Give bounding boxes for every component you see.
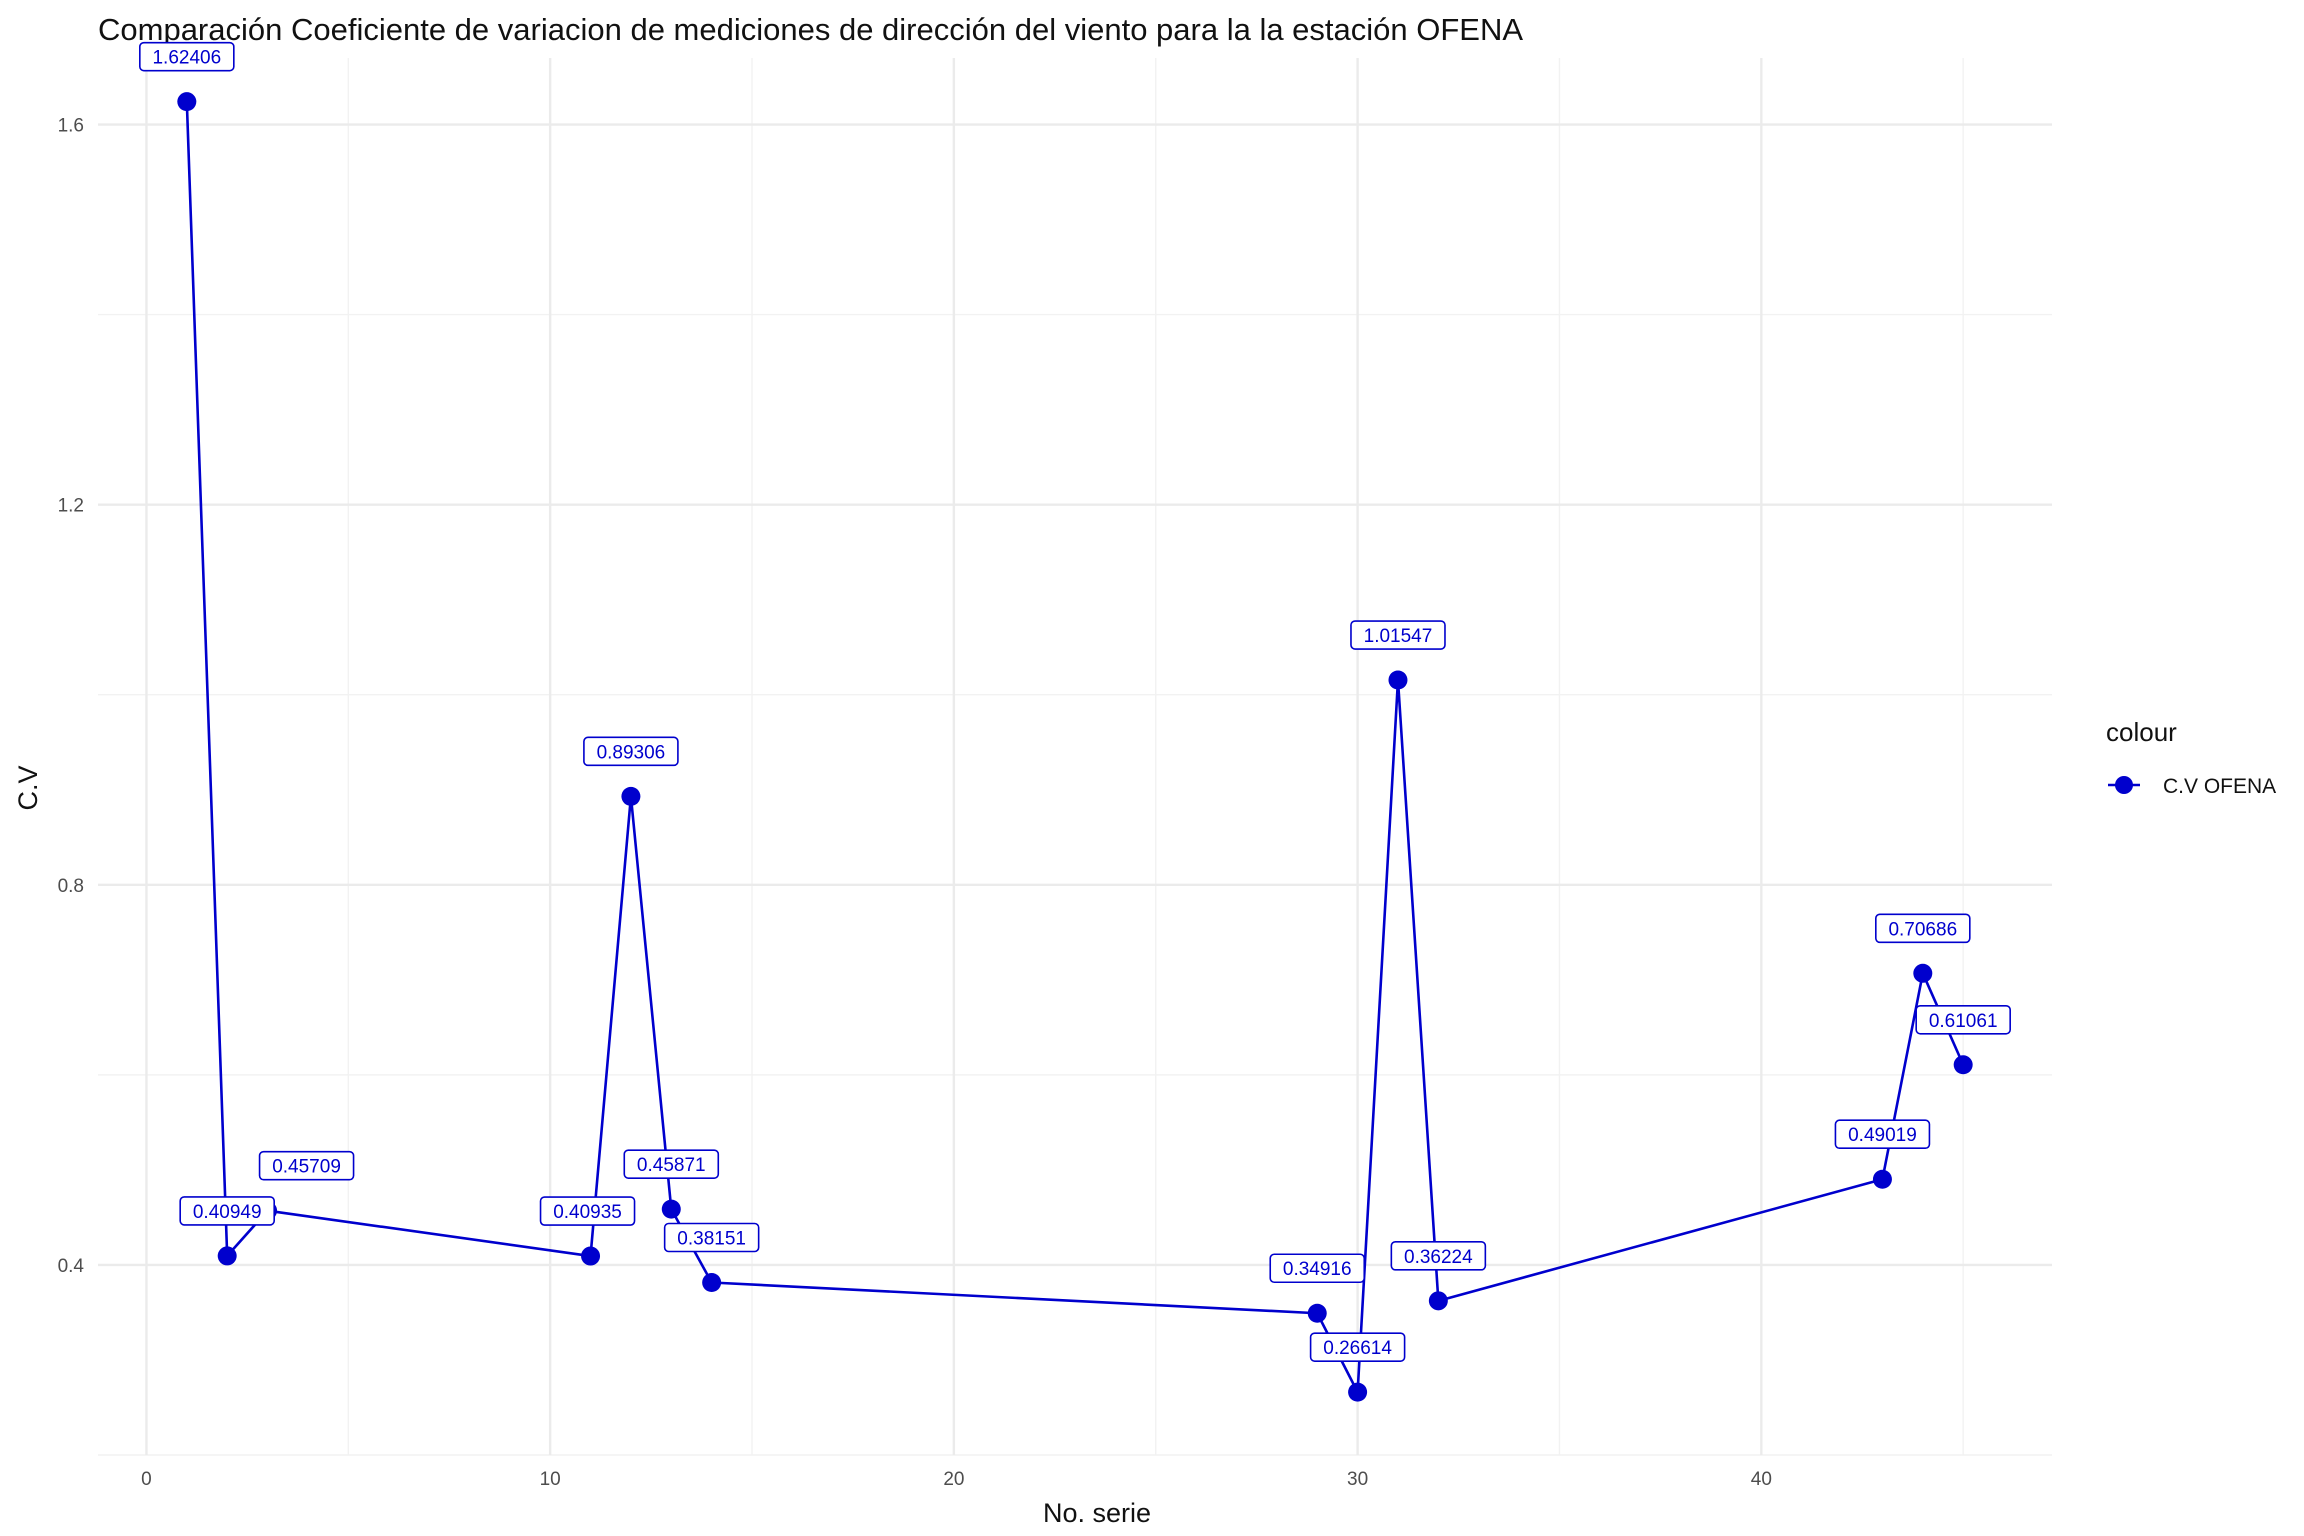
data-label-text: 0.89306 <box>597 742 666 763</box>
data-label-box <box>539 1196 636 1226</box>
data-label: 0.36224 <box>1390 1241 1487 1271</box>
data-point <box>702 1273 722 1293</box>
data-label-text: 0.70686 <box>1888 919 1957 940</box>
legend-series-label: C.V OFENA <box>2163 775 2276 798</box>
data-label-box <box>623 1149 720 1179</box>
data-label-box <box>663 1222 760 1253</box>
data-label-text: 0.34916 <box>1283 1259 1352 1280</box>
data-label-box <box>1875 913 1971 944</box>
data-point <box>581 1246 601 1266</box>
data-point <box>1307 1303 1327 1323</box>
data-label: 0.45709 <box>258 1150 355 1181</box>
x-tick-label: 20 <box>943 1469 964 1490</box>
y-tick-label: 0.8 <box>58 876 84 897</box>
data-point <box>1388 670 1408 690</box>
data-label: 0.34916 <box>1269 1253 1366 1284</box>
data-label: 0.49019 <box>1834 1119 1931 1150</box>
x-tick-label: 40 <box>1751 1469 1772 1490</box>
data-label: 0.38151 <box>663 1222 760 1253</box>
data-label-text: 0.38151 <box>677 1229 746 1250</box>
data-point <box>217 1246 237 1266</box>
data-point <box>1348 1382 1368 1402</box>
data-label: 0.89306 <box>583 736 679 767</box>
data-label: 0.70686 <box>1875 913 1971 944</box>
data-label-box <box>1350 620 1446 650</box>
data-label-text: 0.61061 <box>1929 1011 1998 1032</box>
data-point <box>1872 1169 1892 1189</box>
data-label-text: 0.40949 <box>193 1202 262 1223</box>
data-labels: 1.62406 0.40949 0.45709 0.40935 0.89306 0.458… <box>139 41 2011 1362</box>
data-label-box <box>179 1196 275 1226</box>
data-label-box <box>1915 1004 2011 1035</box>
x-tick-label: 30 <box>1347 1469 1368 1490</box>
data-label: 1.62406 <box>139 41 235 72</box>
data-label-text: 0.49019 <box>1848 1125 1917 1146</box>
axis-ticks: 0 10 20 30 40 0.4 0.8 1.2 1.6 <box>58 116 1772 1490</box>
data-point <box>1428 1291 1448 1311</box>
data-label: 0.26614 <box>1309 1332 1406 1362</box>
data-label-box <box>1390 1241 1487 1271</box>
data-label-box <box>258 1150 355 1181</box>
data-label-box <box>1309 1332 1406 1362</box>
y-tick-label: 0.4 <box>58 1256 85 1277</box>
data-point <box>177 92 197 112</box>
grid <box>98 58 2052 1456</box>
y-tick-label: 1.2 <box>58 496 84 517</box>
data-label: 0.40949 <box>179 1196 275 1226</box>
data-label: 0.40935 <box>539 1196 636 1226</box>
data-point <box>1913 963 1933 983</box>
x-tick-label: 0 <box>141 1469 152 1490</box>
y-axis-title: C.V <box>13 765 43 810</box>
data-label-text: 0.45709 <box>272 1157 341 1178</box>
data-label-box <box>1269 1253 1366 1284</box>
data-label-text: 1.01547 <box>1364 626 1433 647</box>
legend-title: colour <box>2106 717 2177 747</box>
chart-title: Comparación Coeficiente de variacion de … <box>98 12 1523 47</box>
data-label-box <box>139 41 235 72</box>
series <box>177 92 1973 1402</box>
data-label-text: 0.45871 <box>637 1155 706 1176</box>
y-tick-label: 1.6 <box>58 116 84 137</box>
data-point <box>621 786 641 806</box>
data-label: 1.01547 <box>1350 620 1446 650</box>
data-label-text: 0.40935 <box>553 1202 622 1223</box>
legend: colour C.V OFENA <box>2106 717 2276 798</box>
data-label-box <box>583 736 679 767</box>
data-label: 0.61061 <box>1915 1004 2011 1035</box>
legend-key-point <box>2115 776 2133 794</box>
x-tick-label: 10 <box>540 1469 561 1490</box>
data-label-text: 0.26614 <box>1323 1338 1392 1359</box>
x-axis-title: No. serie <box>1043 1498 1151 1528</box>
series-line <box>185 101 1965 1394</box>
data-label-text: 0.36224 <box>1404 1247 1473 1268</box>
data-label: 0.45871 <box>623 1149 720 1179</box>
data-point <box>661 1199 681 1219</box>
data-label-box <box>1834 1119 1931 1150</box>
data-point <box>1953 1055 1973 1075</box>
data-label-text: 1.62406 <box>152 48 221 69</box>
